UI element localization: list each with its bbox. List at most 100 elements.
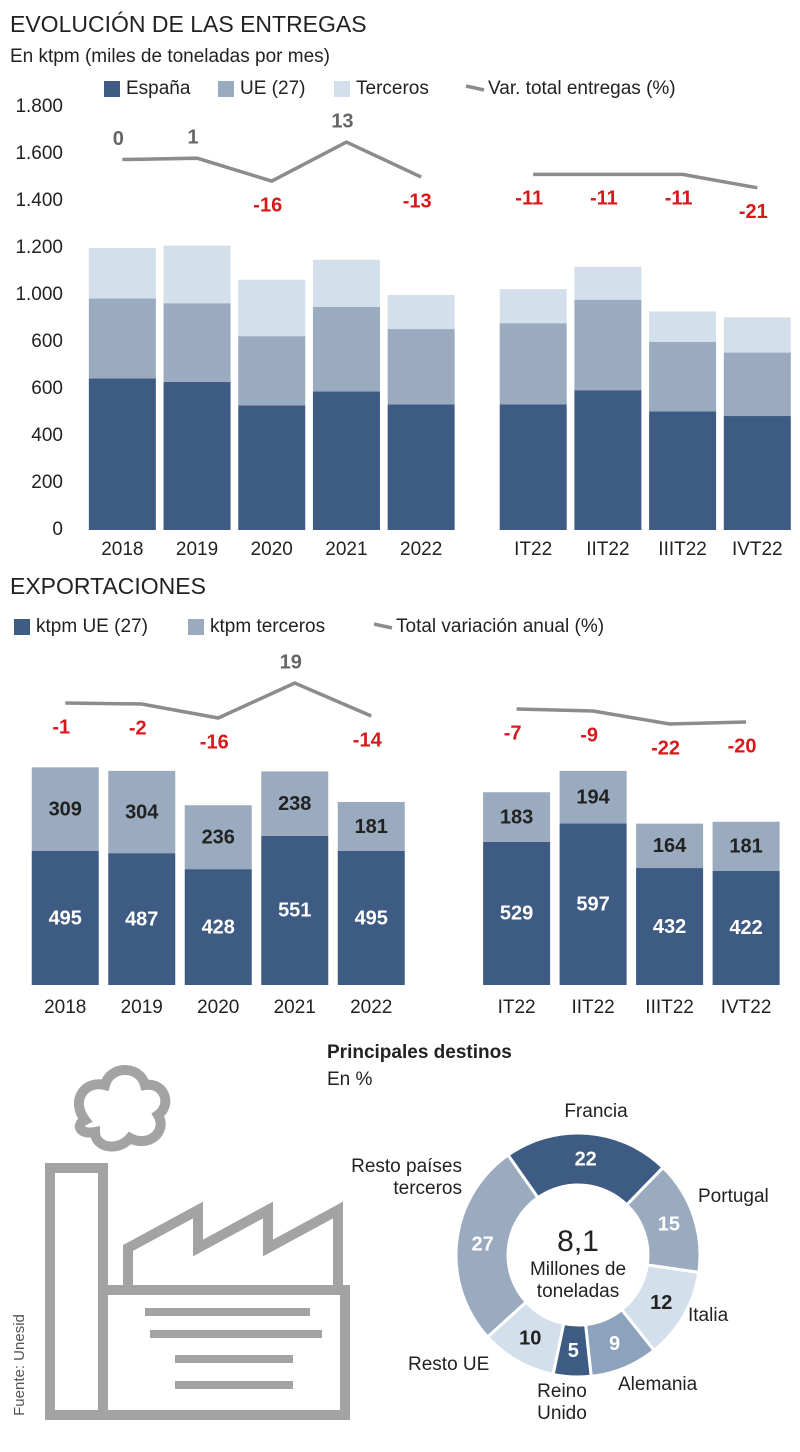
bar-segment	[108, 770, 176, 854]
factory-bar	[145, 1308, 310, 1316]
y-tick-label: 1.600	[15, 143, 63, 164]
bar-segment	[238, 279, 306, 337]
x-tick-label: IT22	[514, 539, 552, 560]
factory-bar	[175, 1355, 293, 1363]
bar-segment	[636, 823, 704, 869]
line-value-label: -14	[353, 729, 383, 751]
bar-segment	[499, 289, 567, 324]
bar-segment	[712, 821, 780, 871]
bar-segment	[387, 329, 455, 405]
factory-icon	[45, 1065, 350, 1420]
slice-value-label: 9	[609, 1333, 620, 1355]
line-value-label: 0	[113, 128, 124, 150]
slice-name-label: Reino Unido	[537, 1381, 587, 1424]
chart-subtitle: En ktpm (miles de toneladas por mes)	[10, 46, 330, 67]
line-value-label: -1	[52, 716, 70, 738]
bar-segment	[238, 405, 306, 530]
x-tick-label: IT22	[498, 997, 536, 1018]
x-tick-label: 2021	[274, 997, 316, 1018]
bar-segment	[574, 299, 642, 391]
bar-segment	[337, 850, 405, 985]
line-value-label: -11	[590, 188, 618, 210]
line-value-label: 19	[280, 651, 302, 673]
y-tick-label: 0	[52, 519, 63, 540]
smoke-cloud	[74, 1065, 171, 1152]
factory-bar	[175, 1381, 293, 1389]
x-tick-label: IIIT22	[658, 539, 707, 560]
bar-segment	[649, 411, 717, 530]
bar-value-label: 495	[49, 907, 82, 929]
legend-label: UE (27)	[240, 78, 305, 99]
variation-line	[516, 707, 747, 726]
x-tick-label: IVT22	[721, 997, 772, 1018]
slice-value-label: 15	[658, 1213, 680, 1235]
slice-name-label: Resto países terceros	[351, 1156, 462, 1199]
x-tick-label: 2020	[251, 539, 293, 560]
bar-segment	[723, 317, 791, 353]
bar-segment	[163, 303, 231, 382]
bar-segment	[499, 323, 567, 405]
bar-segment	[723, 416, 791, 530]
line-value-label: 1	[187, 126, 198, 148]
legend-label: Var. total entregas (%)	[488, 78, 676, 99]
legend-label: Terceros	[356, 78, 429, 99]
bar-segment	[712, 870, 780, 985]
x-tick-label: IIT22	[586, 539, 629, 560]
bar-segment	[238, 336, 306, 406]
bar-segment	[574, 390, 642, 530]
legend-swatch	[14, 619, 30, 635]
legend-label: España	[126, 78, 191, 99]
bar-segment	[636, 868, 704, 985]
bar-segment	[483, 841, 551, 985]
donut-center-label: Millones de toneladas	[529, 1259, 627, 1302]
line-value-label: -2	[129, 717, 147, 739]
x-tick-label: IIT22	[571, 997, 614, 1018]
bar-value-label: 238	[278, 793, 311, 815]
y-tick-label: 1.000	[15, 284, 63, 305]
bar-segment	[312, 391, 380, 530]
slice-value-label: 22	[575, 1149, 597, 1171]
bar-segment	[574, 266, 642, 300]
bar-segment	[559, 770, 627, 824]
x-tick-label: 2022	[350, 997, 392, 1018]
y-tick-label: 1.800	[15, 96, 63, 117]
factory-bar	[150, 1330, 322, 1338]
bar-value-label: 236	[202, 826, 235, 848]
slice-name-label: Italia	[688, 1305, 729, 1326]
bar-segment	[88, 378, 156, 530]
bar-value-label: 309	[49, 798, 82, 820]
bar-segment	[312, 259, 380, 307]
slice-value-label: 10	[519, 1328, 541, 1350]
bar-value-label: 495	[355, 907, 388, 929]
bar-segment	[649, 311, 717, 342]
line-value-label: -20	[728, 735, 757, 757]
chart-subtitle: En %	[327, 1069, 373, 1090]
bar-segment	[108, 853, 176, 985]
legend-line	[373, 622, 393, 630]
bar-value-label: 194	[576, 786, 610, 808]
chimney	[45, 1163, 108, 1420]
line-value-label: -22	[651, 737, 680, 759]
bar-segment	[387, 295, 455, 330]
x-tick-label: 2020	[197, 997, 239, 1018]
line-value-label: -7	[504, 722, 522, 744]
y-tick-label: 200	[31, 472, 63, 493]
slice-value-label: 27	[471, 1234, 493, 1256]
bar-segment	[649, 342, 717, 412]
bar-value-label: 487	[125, 908, 158, 930]
legend-label: ktpm UE (27)	[36, 616, 148, 637]
line-value-label: -13	[403, 190, 432, 212]
bar-segment	[337, 801, 405, 851]
legend-swatch	[334, 81, 350, 97]
y-tick-label: 1.400	[15, 190, 63, 211]
line-value-label: -11	[665, 188, 693, 210]
bar-value-label: 183	[500, 806, 533, 828]
legend-swatch	[188, 619, 204, 635]
source-note: Fuente: Unesid	[11, 1314, 28, 1416]
bar-segment	[184, 869, 252, 985]
bar-value-label: 181	[729, 836, 762, 858]
bar-segment	[31, 767, 99, 851]
bar-segment	[723, 352, 791, 417]
bar-value-label: 529	[500, 903, 533, 925]
